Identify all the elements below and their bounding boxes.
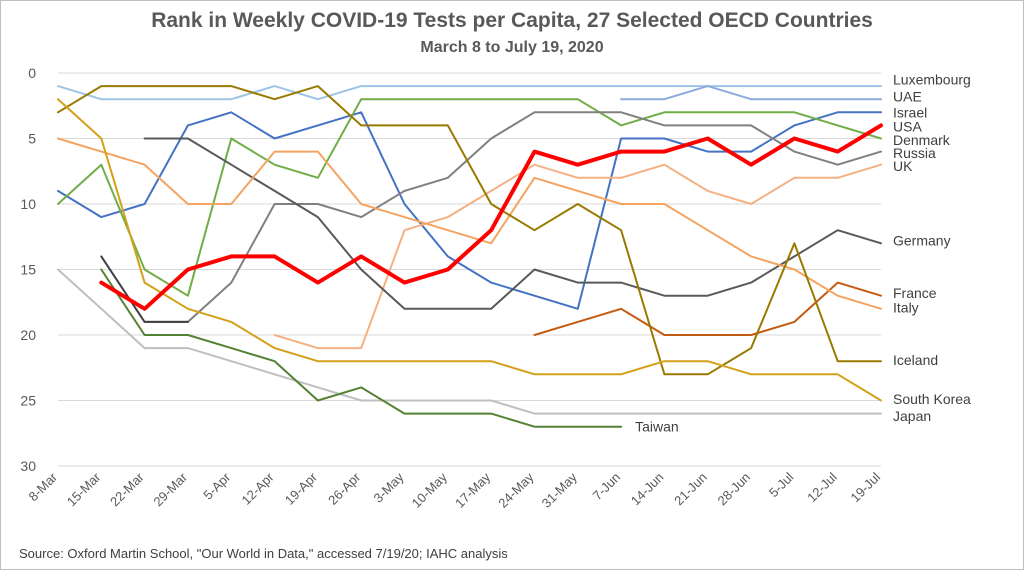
series-label: Japan xyxy=(893,408,931,424)
chart-subtitle: March 8 to July 19, 2020 xyxy=(420,39,604,56)
series-line-unlabeled xyxy=(100,255,189,323)
y-tick-label: 0 xyxy=(28,65,36,81)
series-line-japan xyxy=(57,268,882,415)
series-label: Italy xyxy=(893,299,919,315)
series-label: Luxembourg xyxy=(893,72,971,88)
x-tick-label: 12-Apr xyxy=(238,469,277,508)
chart-title: Rank in Weekly COVID-19 Tests per Capita… xyxy=(151,9,873,32)
series-label: UAE xyxy=(893,89,922,105)
series-label: Russia xyxy=(893,145,936,161)
series-label: Germany xyxy=(893,233,951,249)
x-tick-label: 5-Jul xyxy=(766,469,797,500)
x-tick-label: 19-Jul xyxy=(847,469,883,505)
series-line-israel xyxy=(57,111,882,310)
series-line-russia xyxy=(143,111,882,323)
x-tick-label: 26-Apr xyxy=(325,469,364,508)
series-label: Iceland xyxy=(893,352,938,368)
y-tick-label: 20 xyxy=(20,327,36,343)
series-line-uae xyxy=(620,85,882,101)
series-line-south-korea xyxy=(57,98,882,402)
series-label: USA xyxy=(893,119,922,135)
series-line-luxembourg xyxy=(57,85,882,101)
series-line-taiwan xyxy=(100,268,623,428)
series-line-denmark xyxy=(57,98,882,297)
x-tick-label: 3-May xyxy=(370,469,406,505)
series-label: UK xyxy=(893,158,913,174)
x-tick-label: 14-Jun xyxy=(628,470,667,509)
y-tick-label: 30 xyxy=(20,458,36,474)
x-tick-label: 15-Mar xyxy=(64,469,104,509)
x-tick-label: 7-Jun xyxy=(590,470,624,504)
x-tick-label: 21-Jun xyxy=(671,470,710,509)
series-label: Israel xyxy=(893,104,927,120)
x-tick-label: 10-May xyxy=(409,469,451,511)
series-line-germany xyxy=(143,137,882,310)
x-tick-label: 19-Apr xyxy=(282,469,321,508)
x-tick-label: 8-Mar xyxy=(26,469,61,504)
series-line-italy xyxy=(57,137,882,310)
source-note: Source: Oxford Martin School, "Our World… xyxy=(19,546,508,561)
series-label: France xyxy=(893,285,937,301)
series-line-uk xyxy=(273,163,882,350)
y-tick-label: 25 xyxy=(20,393,36,409)
y-tick-label: 15 xyxy=(20,262,36,278)
x-tick-label: 22-Mar xyxy=(107,469,147,509)
x-tick-label: 12-Jul xyxy=(804,469,840,505)
x-tick-label: 31-May xyxy=(539,469,581,511)
series-line-iceland xyxy=(57,85,882,376)
x-tick-label: 17-May xyxy=(452,469,494,511)
inline-series-label: Taiwan xyxy=(635,419,679,435)
x-tick-label: 29-Mar xyxy=(150,469,190,509)
y-tick-label: 5 xyxy=(28,131,36,147)
series-label: Denmark xyxy=(893,132,951,148)
x-tick-label: 24-May xyxy=(495,469,537,511)
series-label: South Korea xyxy=(893,391,971,407)
y-tick-label: 10 xyxy=(20,196,36,212)
x-tick-label: 5-Apr xyxy=(200,469,234,503)
series-line-usa xyxy=(99,123,883,311)
x-tick-label: 28-Jun xyxy=(714,470,753,509)
series-line-france xyxy=(533,281,882,336)
